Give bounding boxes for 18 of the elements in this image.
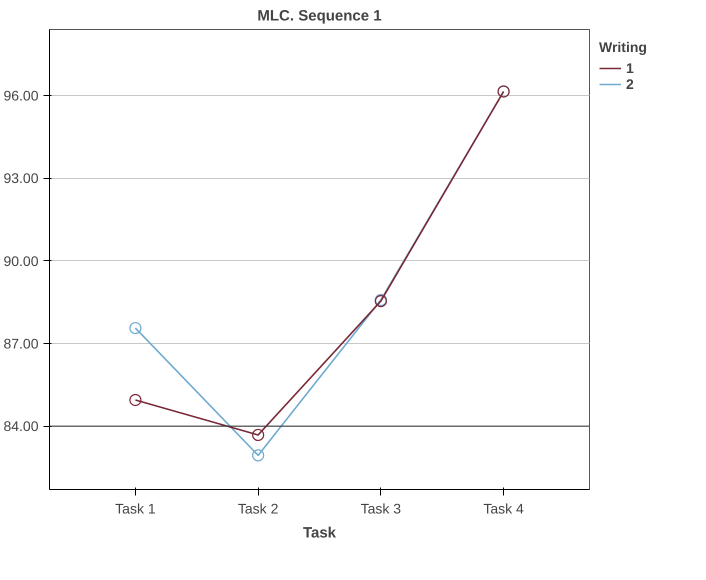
x-tick-label: Task 1 [115, 500, 156, 516]
x-tick-label: Task 3 [360, 500, 402, 516]
legend-label: 1 [626, 60, 635, 76]
y-tick-label: 87.00 [3, 336, 39, 352]
y-tick-label: 93.00 [3, 170, 39, 186]
x-axis-title: Task [302, 524, 337, 542]
chart-title: MLC. Sequence 1 [257, 8, 382, 24]
legend-label: 2 [626, 76, 635, 92]
point [252, 428, 264, 442]
point [129, 394, 142, 406]
y-tick-label: 84.00 [3, 418, 39, 434]
point [129, 322, 142, 334]
legend-title: Writing [599, 39, 647, 55]
y-tick-label: 96.00 [3, 88, 39, 104]
y-tick-label: 90.00 [3, 252, 39, 269]
point [252, 449, 264, 462]
x-tick-label: Task 2 [238, 500, 279, 516]
x-tick-label: Task 4 [483, 500, 524, 516]
